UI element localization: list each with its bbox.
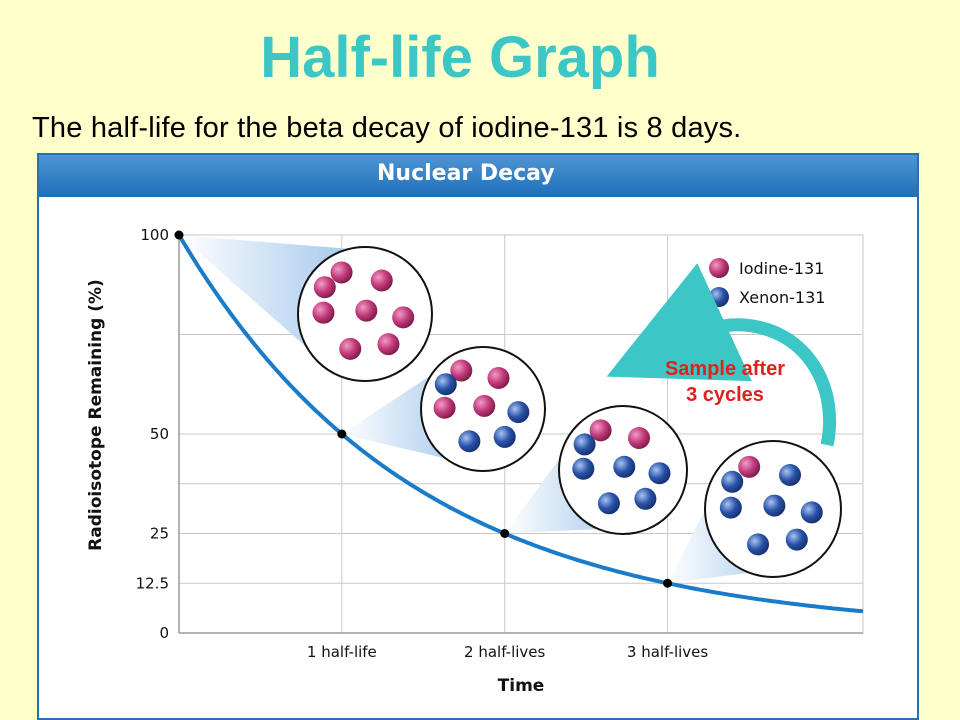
data-point [337, 429, 347, 439]
iodine-atom [370, 269, 393, 292]
xenon-atom [747, 533, 770, 556]
sample-circle-group [558, 405, 688, 535]
sample-circle-group [297, 246, 433, 382]
iodine-atom [473, 394, 496, 417]
xenon-atom [634, 487, 657, 510]
chart-title: Nuclear Decay [377, 161, 555, 186]
xenon-atom [613, 455, 636, 478]
decay-curve-layer [177, 233, 864, 614]
iodine-atom [355, 299, 378, 322]
data-point [174, 230, 184, 240]
slide-subtitle: The half-life for the beta decay of iodi… [32, 112, 742, 144]
annotation-text-line2: 3 cycles [686, 384, 764, 406]
x-tick-label: 2 half-lives [464, 643, 545, 661]
legend-xenon-marker [709, 287, 729, 307]
tick-labels: 100 50 25 12.5 0 1 half-life 2 half-lives 3 hal… [136, 226, 709, 661]
data-point [500, 529, 510, 538]
xenon-atom [507, 401, 530, 424]
annotation-arrow [606, 263, 837, 447]
xenon-atom [721, 470, 744, 493]
sample-circle-group [420, 346, 546, 472]
xenon-atom [572, 457, 595, 480]
y-tick-label: 100 [140, 226, 169, 244]
decay-chart: 100 50 25 12.5 0 1 half-life 2 half-lives 3 hal… [86, 226, 864, 696]
xenon-atom [573, 433, 596, 456]
legend: Iodine-131 Xenon-131 [709, 258, 825, 307]
iodine-atom [589, 419, 612, 442]
chart-header: Nuclear Decay [39, 155, 917, 199]
iodine-atom [377, 333, 400, 356]
xenon-atom [493, 425, 516, 448]
iodine-atom [312, 301, 335, 324]
iodine-atom [313, 276, 336, 299]
legend-iodine-marker [709, 258, 729, 278]
iodine-atom [339, 337, 362, 360]
y-tick-label: 0 [159, 624, 169, 642]
decay-curve [177, 233, 864, 614]
xenon-atom [719, 496, 742, 519]
xenon-atom [779, 464, 801, 486]
xenon-atom [434, 373, 457, 396]
y-tick-label: 50 [150, 425, 169, 443]
y-tick-label: 12.5 [136, 574, 169, 592]
xenon-atom [597, 492, 620, 515]
sample-circles [297, 246, 842, 578]
iodine-atom [487, 367, 510, 389]
xenon-atom [800, 501, 823, 524]
slide-title: Half-life Graph [260, 25, 660, 90]
chart-frame: Nuclear Decay [37, 153, 919, 720]
iodine-atom [628, 427, 650, 449]
legend-xenon-label: Xenon-131 [739, 288, 825, 307]
xenon-atom [458, 430, 481, 453]
iodine-atom [450, 359, 473, 382]
x-tick-label: 1 half-life [307, 643, 377, 661]
x-axis-title: Time [498, 676, 545, 696]
iodine-atom [433, 396, 456, 419]
legend-iodine-label: Iodine-131 [739, 259, 824, 278]
iodine-atom [738, 455, 761, 478]
xenon-atom [763, 494, 786, 517]
xenon-atom [785, 528, 808, 551]
xenon-atom [648, 462, 671, 485]
data-point [663, 578, 673, 588]
sample-circle-group [704, 440, 842, 578]
iodine-atom [330, 261, 353, 284]
x-tick-label: 3 half-lives [627, 643, 708, 661]
annotation-text-line1: Sample after [665, 358, 785, 380]
y-tick-label: 25 [150, 525, 169, 543]
y-axis-title: Radioisotope Remaining (%) [86, 279, 106, 551]
iodine-atom [392, 306, 415, 329]
data-points [174, 230, 673, 588]
axes [178, 235, 863, 634]
